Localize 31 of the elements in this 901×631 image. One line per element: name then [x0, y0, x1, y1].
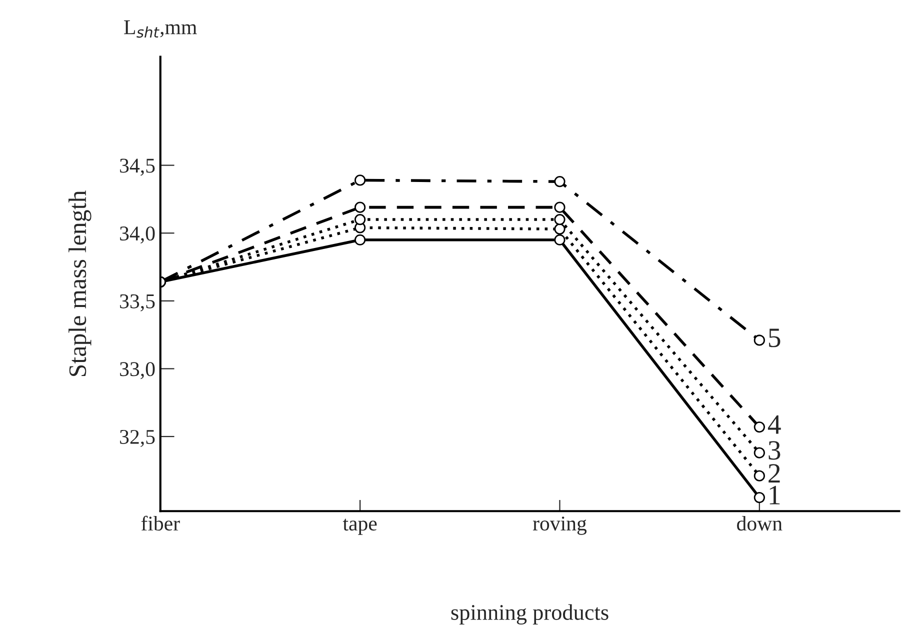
point [554, 176, 566, 188]
series-label: 4 [768, 415, 781, 434]
point [554, 234, 566, 246]
point [354, 234, 366, 246]
x-tick-label: fiber [141, 516, 180, 531]
y-tick-label: 34,5 [120, 158, 155, 176]
point [754, 334, 765, 346]
y-tick-label: 33,5 [120, 294, 155, 312]
x-axis-title: spinning products [451, 604, 608, 625]
series-label: 2 [768, 464, 780, 483]
point [754, 447, 765, 458]
point [754, 421, 765, 433]
point [554, 202, 566, 213]
y-axis-title: Staple mass length [68, 190, 92, 376]
text: L$_{sht}$,mm [124, 20, 197, 38]
point [754, 470, 765, 482]
y-tick-label: 34,0 [120, 226, 155, 244]
x-tick-label: roving [532, 516, 587, 535]
point [354, 174, 366, 186]
x-tick-label: down [737, 516, 782, 531]
y-tick-label: 33,0 [120, 362, 155, 380]
y-tick-label: 32,5 [120, 430, 155, 447]
point [554, 214, 566, 226]
x-tick-label: tape [342, 518, 377, 535]
series-label: 5 [769, 328, 780, 348]
point [554, 223, 566, 235]
series-label: 3 [768, 441, 780, 460]
point [754, 492, 765, 504]
point [354, 202, 366, 213]
point [354, 214, 366, 226]
series-label: 1 [770, 486, 780, 504]
